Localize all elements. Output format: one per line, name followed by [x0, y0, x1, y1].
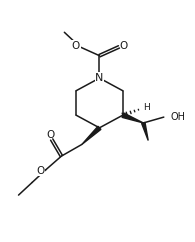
Text: O: O: [36, 166, 44, 176]
Text: O: O: [72, 41, 80, 51]
Text: O: O: [119, 41, 127, 51]
Polygon shape: [142, 122, 148, 141]
Text: N: N: [95, 73, 104, 83]
Text: OH: OH: [171, 112, 186, 122]
Text: O: O: [47, 130, 55, 140]
Polygon shape: [82, 126, 101, 144]
Text: H: H: [143, 103, 150, 112]
Polygon shape: [122, 113, 143, 123]
